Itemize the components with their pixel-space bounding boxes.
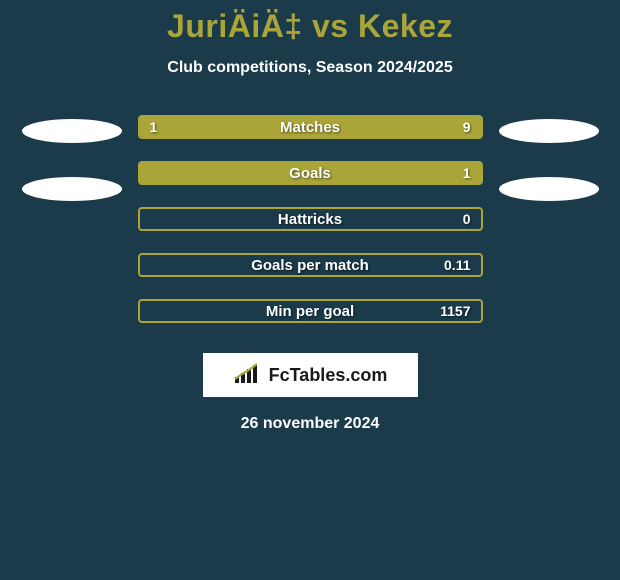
stat-bar-value-right: 0: [463, 209, 471, 229]
stat-bar-value-left: 1: [150, 117, 158, 137]
stat-bar: Goals per match0.11: [138, 253, 483, 277]
logo-text: FcTables.com: [269, 365, 388, 386]
player-left-avatar-1: [22, 119, 122, 143]
date-text: 26 november 2024: [0, 415, 620, 433]
stat-bar-value-right: 1157: [440, 301, 470, 321]
chart-icon: [233, 363, 263, 388]
player-right-avatar-2: [499, 177, 599, 201]
stat-bars-column: Matches19Goals1Hattricks0Goals per match…: [138, 115, 483, 323]
player-left-avatar-2: [22, 177, 122, 201]
logo-box: FcTables.com: [203, 353, 418, 397]
stat-bar: Goals1: [138, 161, 483, 185]
stat-bar: Matches19: [138, 115, 483, 139]
container: JuriÄiÄ‡ vs Kekez Club competitions, Sea…: [0, 0, 620, 580]
stat-bar-value-right: 1: [463, 163, 471, 183]
right-avatar-column: [499, 115, 599, 201]
stat-bar-label: Goals per match: [140, 255, 481, 275]
stat-bar-fill-right: [201, 117, 481, 137]
stat-bar-label: Hattricks: [140, 209, 481, 229]
player-right-avatar-1: [499, 119, 599, 143]
stat-bar: Min per goal1157: [138, 299, 483, 323]
stats-area: Matches19Goals1Hattricks0Goals per match…: [0, 115, 620, 323]
stat-bar-fill-left: [140, 163, 447, 183]
stat-bar: Hattricks0: [138, 207, 483, 231]
stat-bar-value-right: 9: [463, 117, 471, 137]
stat-bar-label: Min per goal: [140, 301, 481, 321]
stat-bar-value-right: 0.11: [444, 255, 470, 275]
subtitle: Club competitions, Season 2024/2025: [0, 59, 620, 77]
page-title: JuriÄiÄ‡ vs Kekez: [0, 8, 620, 45]
left-avatar-column: [22, 115, 122, 201]
